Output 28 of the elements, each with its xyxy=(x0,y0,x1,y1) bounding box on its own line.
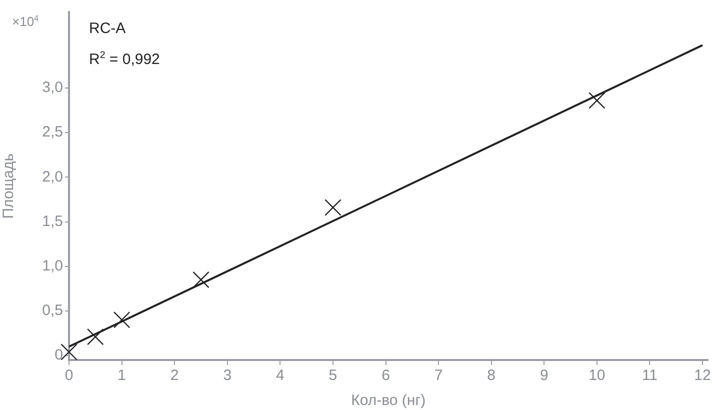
y-tick-label: 1,0 xyxy=(42,258,63,274)
x-tick-label: 4 xyxy=(276,367,284,384)
point xyxy=(87,328,104,346)
point xyxy=(588,92,606,109)
x-tick-label: 11 xyxy=(642,367,658,384)
point xyxy=(60,344,78,360)
x-tick-label: 9 xyxy=(540,367,548,384)
x-tick-label: 8 xyxy=(487,367,496,384)
x-tick-label: 12 xyxy=(694,367,711,384)
point xyxy=(192,271,210,288)
y-tick-label: 2,0 xyxy=(42,168,63,186)
point xyxy=(113,311,130,328)
y-tick-label: 3,0 xyxy=(42,79,63,96)
x-tick-label: 1 xyxy=(118,367,126,384)
x-tick-label: 3 xyxy=(223,367,232,384)
x-tick-label: 10 xyxy=(588,367,606,384)
y-tick-label: 0,5 xyxy=(42,302,63,320)
x-tick-label: 6 xyxy=(382,367,390,384)
y-axis-title: Площадь xyxy=(0,153,18,219)
y-tick-label: 0 xyxy=(54,346,63,364)
point xyxy=(324,199,342,216)
y-tick-label: 2,5 xyxy=(42,124,63,141)
y-tick-label: 1,5 xyxy=(42,212,63,230)
x-axis-title: Кол-во (нг) xyxy=(351,392,426,410)
x-tick-label: 2 xyxy=(170,367,179,384)
x-tick-label: 5 xyxy=(328,367,338,384)
x-tick-label: 7 xyxy=(434,367,443,384)
text: RC-A xyxy=(89,20,126,37)
